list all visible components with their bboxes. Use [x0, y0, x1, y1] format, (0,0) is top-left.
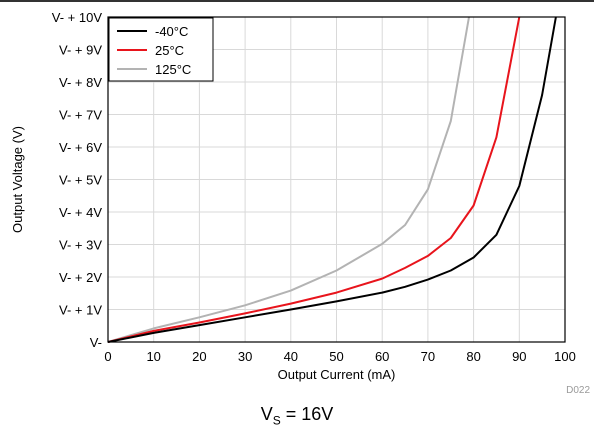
x-tick-label: 70 [421, 349, 435, 364]
y-tick-labels: V- V- + 1V V- + 2V V- + 3V V- + 4V V- + 5V V- … [52, 10, 103, 350]
x-tick-label: 10 [146, 349, 160, 364]
x-tick-label: 40 [284, 349, 298, 364]
caption-subscript: S [272, 413, 281, 428]
series-line [107, 16, 521, 343]
y-tick-label: V- + 1V [59, 303, 102, 318]
x-tick-label: 30 [238, 349, 252, 364]
x-tick-label: 90 [512, 349, 526, 364]
x-tick-label: 50 [329, 349, 343, 364]
legend-label: 125°C [155, 62, 191, 77]
caption-main: V [260, 404, 273, 424]
figure-id: D022 [566, 385, 590, 396]
series-line [107, 16, 470, 343]
output-voltage-chart: V- V- + 1V V- + 2V V- + 3V V- + 4V V- + 5V V- … [10, 10, 590, 396]
y-tick-label: V- [90, 335, 102, 350]
x-tick-label: 80 [466, 349, 480, 364]
top-rule [0, 0, 594, 2]
y-tick-label: V- + 9V [59, 43, 102, 58]
legend: -40°C 25°C 125°C [108, 17, 214, 82]
x-tick-label: 20 [192, 349, 206, 364]
y-tick-label: V- + 2V [59, 270, 102, 285]
x-tick-label: 0 [104, 349, 111, 364]
x-axis-label: Output Current (mA) [278, 367, 396, 382]
y-tick-label: V- + 3V [59, 238, 102, 253]
x-tick-label: 60 [375, 349, 389, 364]
series-line [107, 16, 557, 343]
legend-label: -40°C [155, 24, 188, 39]
plot-frame [107, 16, 566, 343]
legend-label: 25°C [155, 43, 184, 58]
series-lines [107, 16, 557, 343]
y-tick-label: V- + 8V [59, 75, 102, 90]
y-tick-label: V- + 10V [52, 10, 103, 25]
caption-rest: = 16V [280, 404, 334, 424]
y-tick-label: V- + 5V [59, 173, 102, 188]
x-tick-labels: 0 10 20 30 40 50 60 70 80 90 100 [104, 349, 575, 364]
y-tick-label: V- + 7V [59, 108, 102, 123]
x-tick-label: 100 [554, 349, 576, 364]
y-tick-label: V- + 4V [59, 205, 102, 220]
y-tick-label: V- + 6V [59, 140, 102, 155]
caption: VS = 16V [0, 404, 594, 428]
y-axis-label: Output Voltage (V) [10, 126, 25, 233]
